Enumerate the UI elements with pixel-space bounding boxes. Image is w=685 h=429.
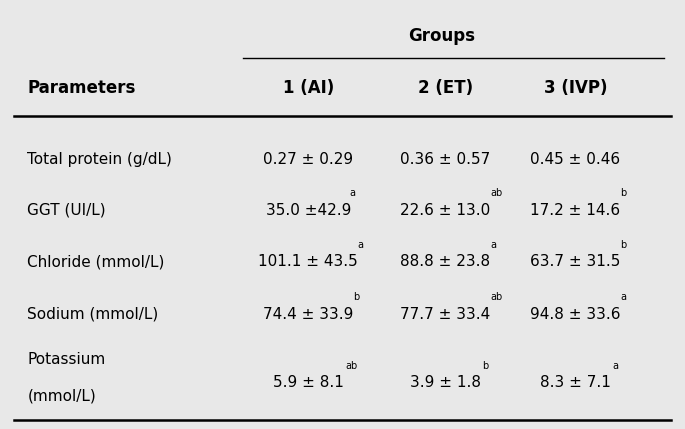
Text: 5.9 ± 8.1: 5.9 ± 8.1: [273, 375, 344, 390]
Text: 0.36 ± 0.57: 0.36 ± 0.57: [400, 152, 490, 167]
Text: 63.7 ± 31.5: 63.7 ± 31.5: [530, 254, 621, 269]
Text: Total protein (g/dL): Total protein (g/dL): [27, 152, 172, 167]
Text: Chloride (mmol/L): Chloride (mmol/L): [27, 254, 165, 269]
Text: 74.4 ± 33.9: 74.4 ± 33.9: [263, 307, 353, 321]
Text: 3.9 ± 1.8: 3.9 ± 1.8: [410, 375, 481, 390]
Text: 101.1 ± 43.5: 101.1 ± 43.5: [258, 254, 358, 269]
Text: 77.7 ± 33.4: 77.7 ± 33.4: [400, 307, 490, 321]
Text: 1 (AI): 1 (AI): [283, 79, 334, 97]
Text: 94.8 ± 33.6: 94.8 ± 33.6: [530, 307, 621, 321]
Text: b: b: [353, 292, 360, 302]
Text: ab: ab: [345, 360, 358, 371]
Text: 0.27 ± 0.29: 0.27 ± 0.29: [263, 152, 353, 167]
Text: Potassium: Potassium: [27, 352, 105, 366]
Text: b: b: [621, 239, 627, 250]
Text: 0.45 ± 0.46: 0.45 ± 0.46: [530, 152, 621, 167]
Text: a: a: [490, 239, 497, 250]
Text: a: a: [621, 292, 627, 302]
Text: a: a: [358, 239, 364, 250]
Text: ab: ab: [490, 188, 503, 198]
Text: 3 (IVP): 3 (IVP): [544, 79, 607, 97]
Text: 2 (ET): 2 (ET): [418, 79, 473, 97]
Text: GGT (UI/L): GGT (UI/L): [27, 203, 106, 218]
Text: 8.3 ± 7.1: 8.3 ± 7.1: [540, 375, 611, 390]
Text: Sodium (mmol/L): Sodium (mmol/L): [27, 307, 159, 321]
Text: 17.2 ± 14.6: 17.2 ± 14.6: [530, 203, 621, 218]
Text: 22.6 ± 13.0: 22.6 ± 13.0: [400, 203, 490, 218]
Text: b: b: [482, 360, 488, 371]
Text: a: a: [349, 188, 356, 198]
Text: 88.8 ± 23.8: 88.8 ± 23.8: [400, 254, 490, 269]
Text: Parameters: Parameters: [27, 79, 136, 97]
Text: 35.0 ±42.9: 35.0 ±42.9: [266, 203, 351, 218]
Text: b: b: [621, 188, 627, 198]
Text: a: a: [612, 360, 619, 371]
Text: ab: ab: [490, 292, 503, 302]
Text: (mmol/L): (mmol/L): [27, 389, 96, 404]
Text: Groups: Groups: [408, 27, 475, 45]
